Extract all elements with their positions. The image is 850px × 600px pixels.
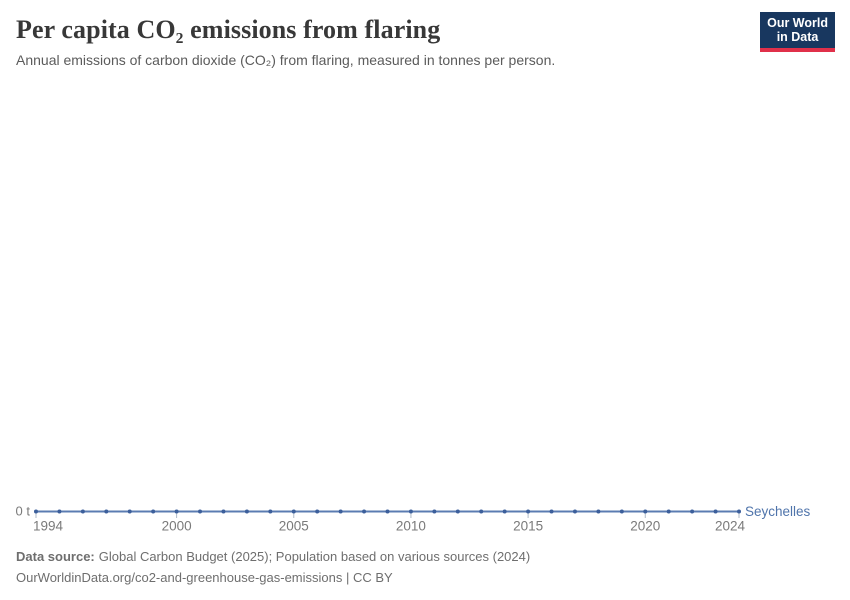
data-source-line: Data source: Global Carbon Budget (2025);…	[16, 549, 530, 564]
footer-url-line[interactable]: OurWorldinData.org/co2-and-greenhouse-ga…	[16, 569, 393, 585]
data-point[interactable]	[479, 509, 484, 514]
data-point[interactable]	[690, 509, 695, 514]
x-tick-label: 2024	[715, 519, 746, 534]
series-label-seychelles[interactable]: Seychelles	[745, 504, 811, 519]
x-tick-label: 2010	[396, 519, 426, 534]
data-point[interactable]	[432, 509, 437, 514]
data-point[interactable]	[666, 509, 671, 514]
data-point[interactable]	[127, 509, 132, 514]
data-point[interactable]	[151, 509, 156, 514]
owid-logo[interactable]: Our World in Data	[760, 12, 835, 52]
data-point[interactable]	[268, 509, 273, 514]
data-point[interactable]	[385, 509, 390, 514]
owid-logo-line1: Our World	[767, 16, 828, 30]
data-point[interactable]	[104, 509, 109, 514]
data-point[interactable]	[198, 509, 203, 514]
data-point[interactable]	[596, 509, 601, 514]
x-tick-label: 2005	[279, 519, 309, 534]
data-point[interactable]	[643, 509, 648, 514]
data-point[interactable]	[362, 509, 367, 514]
x-tick-label: 2020	[630, 519, 660, 534]
x-tick-label: 2015	[513, 519, 543, 534]
data-source-label: Data source:	[16, 549, 95, 564]
x-tick-label: 2000	[162, 519, 192, 534]
data-point[interactable]	[221, 509, 226, 514]
data-point[interactable]	[80, 509, 85, 514]
data-point[interactable]	[57, 509, 62, 514]
chart-footer: Data source: Global Carbon Budget (2025);…	[16, 547, 530, 589]
data-point[interactable]	[572, 509, 577, 514]
data-point[interactable]	[338, 509, 343, 514]
data-point[interactable]	[315, 509, 320, 514]
chart-title: Per capita CO₂ emissions from flaring	[16, 15, 441, 44]
data-point[interactable]	[174, 509, 179, 514]
chart-subtitle: Annual emissions of carbon dioxide (CO₂)…	[16, 52, 556, 68]
data-point[interactable]	[408, 509, 413, 514]
data-point[interactable]	[291, 509, 296, 514]
x-tick-label: 1994	[33, 519, 64, 534]
y-axis-zero-label: 0 t	[16, 504, 31, 519]
data-point[interactable]	[713, 509, 718, 514]
data-point[interactable]	[526, 509, 531, 514]
data-point[interactable]	[455, 509, 460, 514]
data-point[interactable]	[549, 509, 554, 514]
data-point[interactable]	[619, 509, 624, 514]
data-point[interactable]	[34, 509, 38, 514]
data-point[interactable]	[737, 509, 741, 514]
owid-logo-line2: in Data	[776, 30, 819, 44]
data-point[interactable]	[244, 509, 249, 514]
data-point[interactable]	[502, 509, 507, 514]
data-source-text: Global Carbon Budget (2025); Population …	[98, 549, 531, 564]
